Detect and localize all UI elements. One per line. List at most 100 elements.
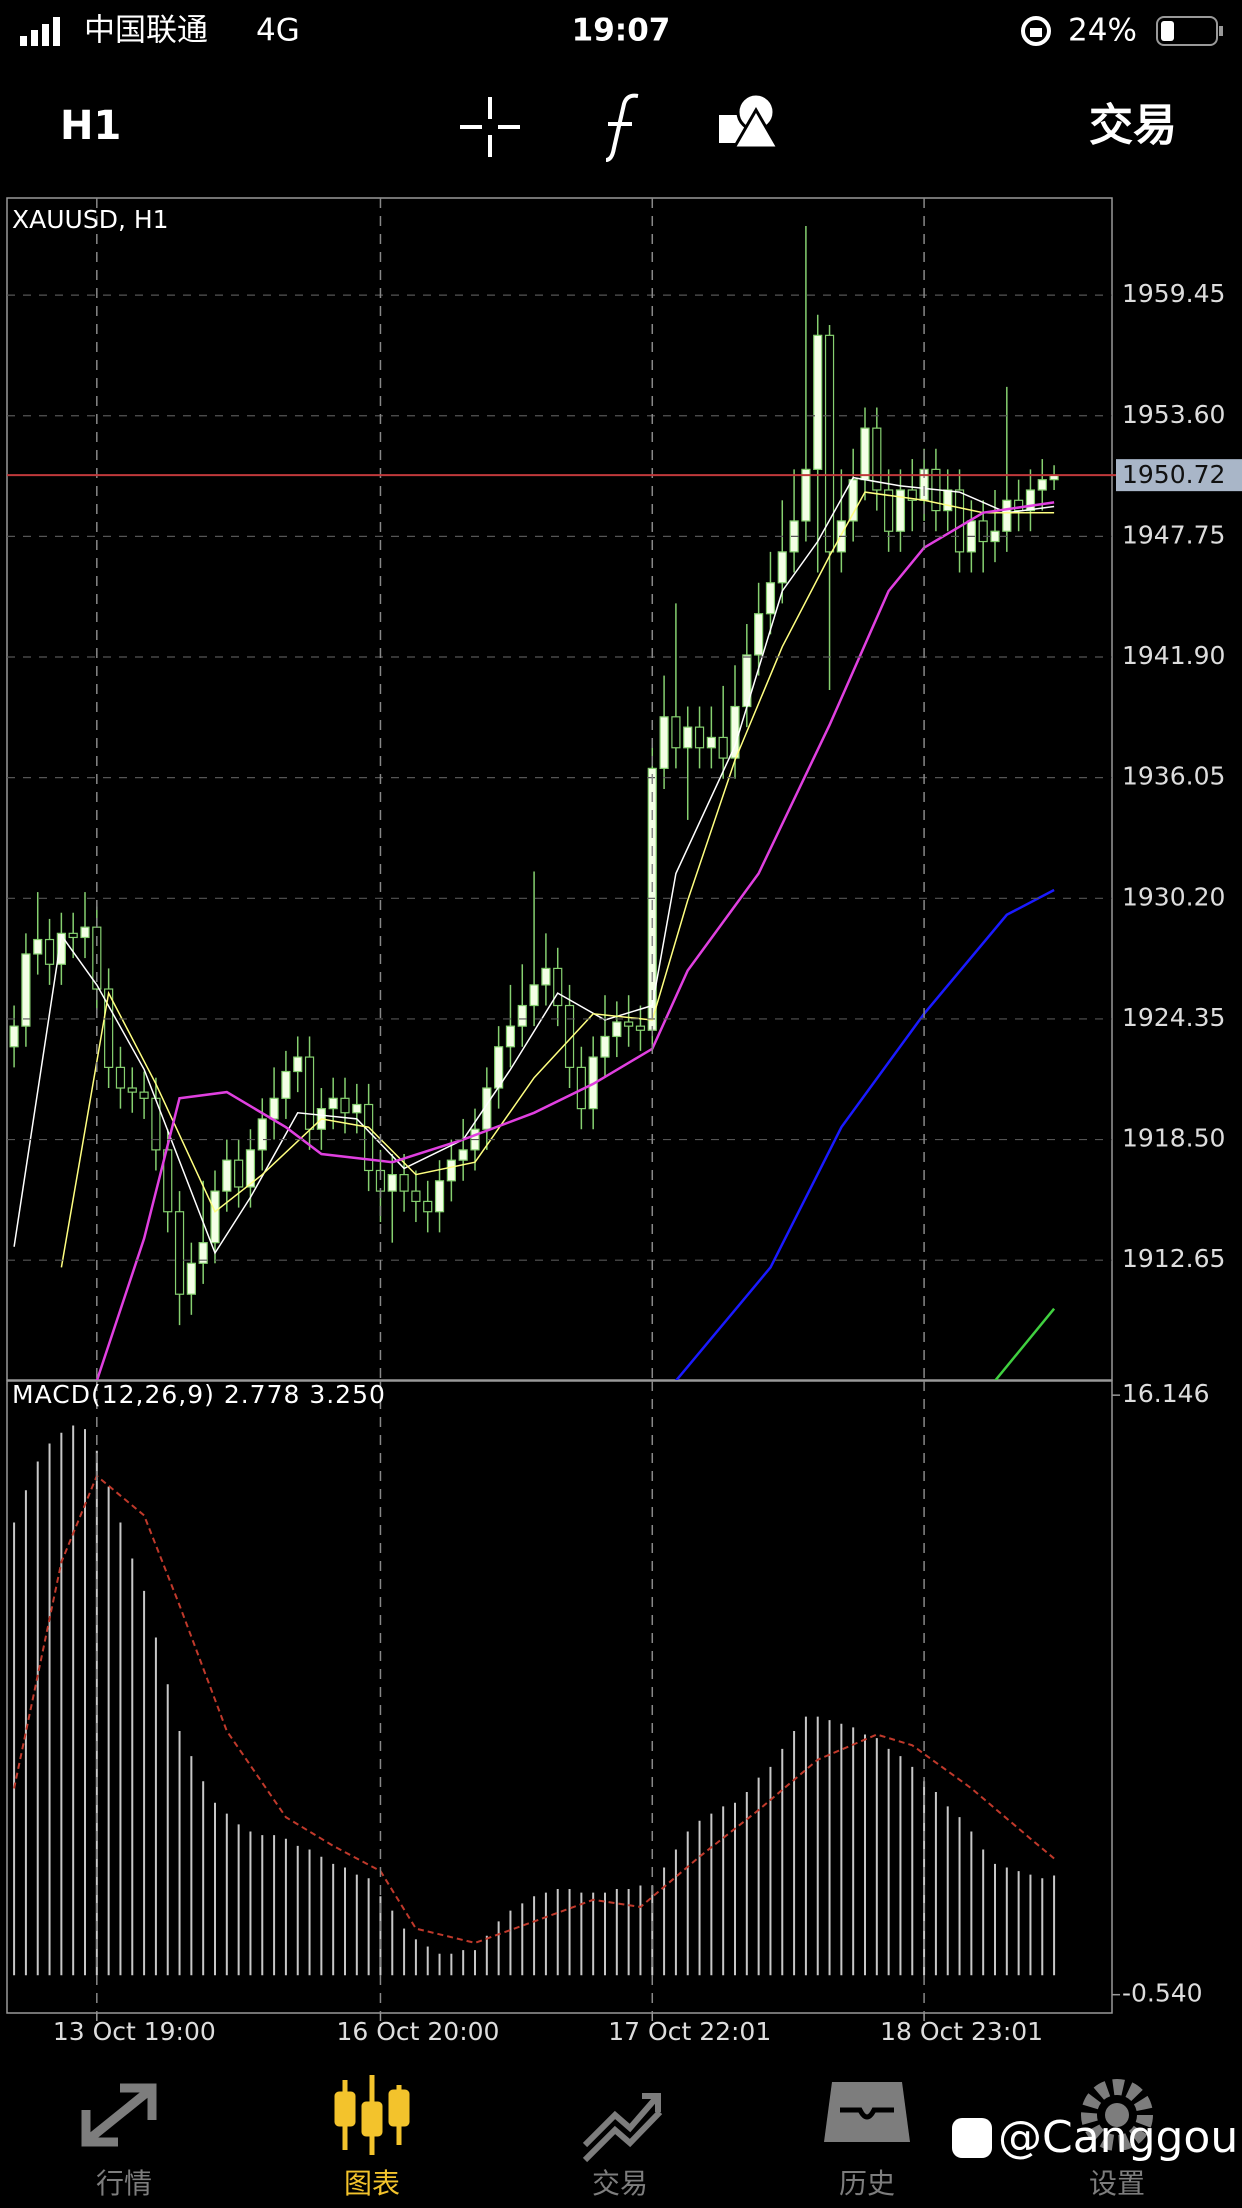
candle-body [659, 716, 669, 769]
tab-icon [824, 2082, 910, 2142]
candle-body [174, 1211, 185, 1295]
x-tick-label: 18 Oct 23:01 [880, 2017, 1043, 2046]
candle-body [541, 967, 551, 986]
candle-body [21, 953, 31, 1027]
candle-body [186, 1262, 196, 1295]
y-tick-label: 1936.05 [1122, 762, 1225, 791]
tab-label: 交易 [592, 2167, 648, 2200]
watermark: @Canggou [998, 2112, 1238, 2163]
candle-body [127, 1087, 137, 1093]
candle-body [671, 716, 681, 749]
main-panel-border [6, 197, 1113, 1381]
candle-body [872, 427, 882, 491]
candle-body [801, 468, 811, 522]
x-tick-label: 16 Oct 20:00 [336, 2017, 499, 2046]
candle-body [80, 926, 90, 939]
triangle-shape [731, 107, 781, 150]
signal-line [13, 1474, 1055, 1944]
y-tick-label: 1941.90 [1122, 641, 1225, 670]
candle-body [269, 1097, 279, 1120]
candle-body [104, 988, 114, 1068]
candle-body [954, 489, 965, 553]
timeframe-button[interactable]: H1 [60, 103, 121, 149]
candle-body [907, 489, 917, 501]
x-tick-label: 17 Oct 22:01 [608, 2017, 771, 2046]
y-tick-label: -0.540 [1122, 1979, 1203, 2008]
moving-average [674, 888, 1055, 1380]
tab-bar: 行情 图表 交易 历史 设置 @Canggou [81, 2075, 1238, 2200]
signal-bar [53, 17, 60, 46]
last-price-tag [1116, 459, 1242, 492]
y-tick-label: 1912.65 [1122, 1244, 1225, 1273]
candle-body [352, 1103, 362, 1114]
candle-body [765, 582, 776, 615]
candle-body [139, 1091, 149, 1099]
candle-body [860, 427, 870, 481]
candle-body [612, 1021, 622, 1038]
candle-body [257, 1118, 267, 1151]
network: 4G [256, 13, 300, 49]
candle-body [44, 938, 55, 965]
indicator-icon[interactable] [605, 93, 639, 162]
objects-button[interactable] [719, 92, 781, 150]
candle-body [529, 984, 539, 1007]
candle-body [895, 489, 906, 532]
status-bar: 中国联通 4G 19:07 24% [20, 13, 1223, 49]
moving-average [60, 491, 1055, 1268]
y-tick-label: 1953.60 [1122, 400, 1225, 429]
candle-body [387, 1174, 397, 1192]
rotation-lock-icon [1030, 28, 1042, 37]
toolbar: H1 交易 [60, 92, 1177, 162]
y-tick-label: 1930.20 [1122, 882, 1225, 911]
candle-body [1037, 479, 1047, 491]
tab-chart[interactable]: 图表 [334, 2075, 410, 2200]
candle-body [458, 1149, 468, 1161]
candle-body [56, 932, 66, 965]
trade-button[interactable]: 交易 [1089, 100, 1177, 151]
chart-title: MACD(12,26,9) 2.778 3.250 [12, 1380, 386, 1409]
moving-average [13, 476, 1055, 1255]
candle-body [33, 938, 43, 955]
candle-body [482, 1087, 492, 1130]
tab-icon [361, 2101, 383, 2137]
candle-body [293, 1056, 303, 1073]
clock: 19:07 [572, 13, 671, 49]
macd-panel-border [6, 1380, 1113, 2014]
tab-settings[interactable]: 设置 [1081, 2079, 1153, 2200]
tab-label: 图表 [344, 2167, 400, 2200]
signal-bar [31, 30, 38, 46]
candle-body [694, 726, 705, 749]
tab-icon [334, 2091, 356, 2127]
candle-body [423, 1200, 433, 1213]
candle-body [718, 736, 728, 759]
tab-icon [1081, 2079, 1153, 2151]
tab-label: 历史 [839, 2167, 895, 2200]
battery-percent: 24% [1068, 13, 1137, 49]
candle-body [600, 1035, 610, 1058]
crosshair-button[interactable] [460, 97, 520, 157]
battery-level [1161, 21, 1174, 41]
candle-body [553, 967, 563, 1007]
rotation-lock-icon [1021, 16, 1051, 46]
candle-body [848, 479, 858, 522]
tab-quotes[interactable]: 行情 [81, 2083, 157, 2200]
candle-body [978, 520, 988, 543]
candle-body [884, 489, 894, 532]
tab-trade[interactable]: 交易 [582, 2093, 663, 2200]
candle-body [683, 726, 693, 749]
tab-label: 设置 [1089, 2167, 1145, 2200]
chart-title: XAUUSD, H1 [12, 205, 169, 234]
candle-body [777, 551, 787, 584]
axes: 1959.45 1953.60 1947.75 1941.90 1936.05 1930.… [7, 198, 1242, 2046]
candle-body [9, 1025, 19, 1048]
candle-body [115, 1066, 126, 1089]
y-tick-label: 1918.50 [1122, 1124, 1225, 1153]
tab-history[interactable]: 历史 [824, 2082, 910, 2200]
candle-body [624, 1021, 634, 1027]
signal-bar [20, 36, 27, 46]
tab-icon [1105, 2103, 1129, 2127]
candle-body [234, 1159, 244, 1188]
price-plot [9, 226, 1059, 1380]
